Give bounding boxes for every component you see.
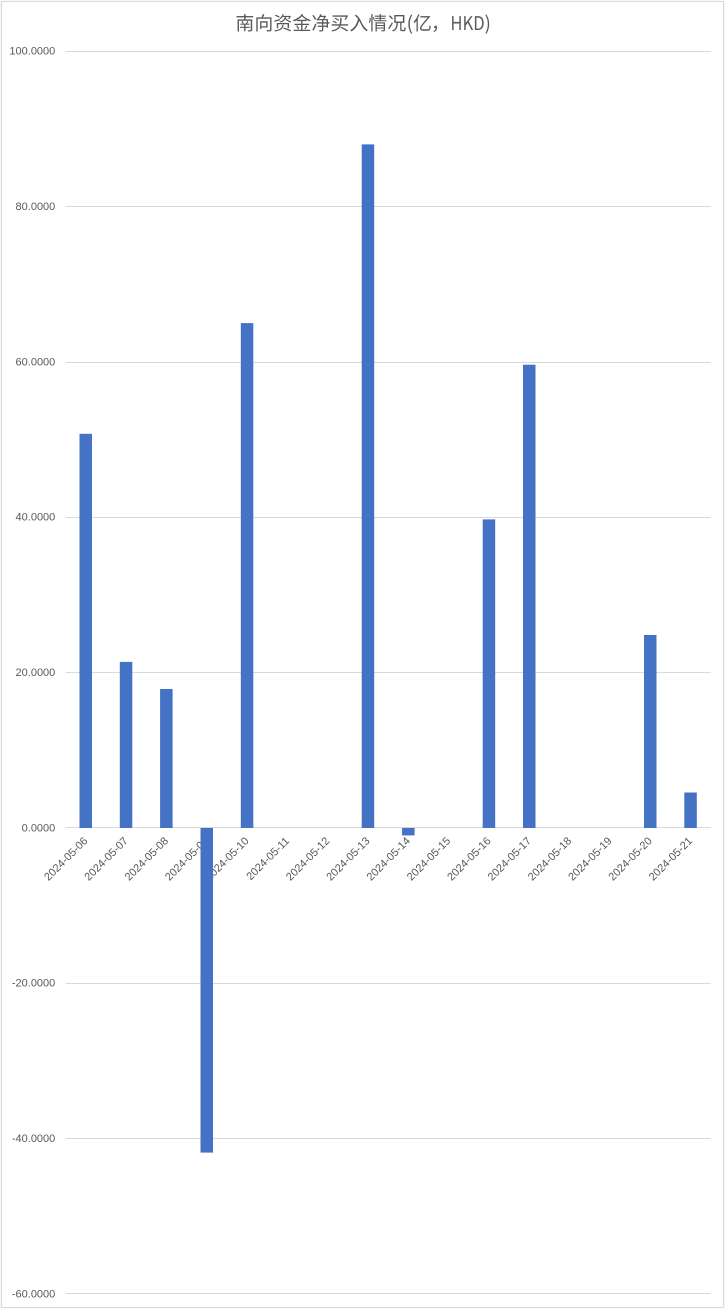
svg-text:-60.0000: -60.0000: [12, 1288, 55, 1300]
svg-text:-20.0000: -20.0000: [12, 978, 55, 990]
svg-text:20.0000: 20.0000: [16, 667, 56, 679]
svg-text:-40.0000: -40.0000: [12, 1133, 55, 1145]
svg-text:0.0000: 0.0000: [22, 822, 56, 834]
svg-text:60.0000: 60.0000: [16, 356, 56, 368]
svg-text:100.0000: 100.0000: [9, 46, 55, 58]
svg-text:40.0000: 40.0000: [16, 512, 56, 524]
svg-text:80.0000: 80.0000: [16, 201, 56, 213]
